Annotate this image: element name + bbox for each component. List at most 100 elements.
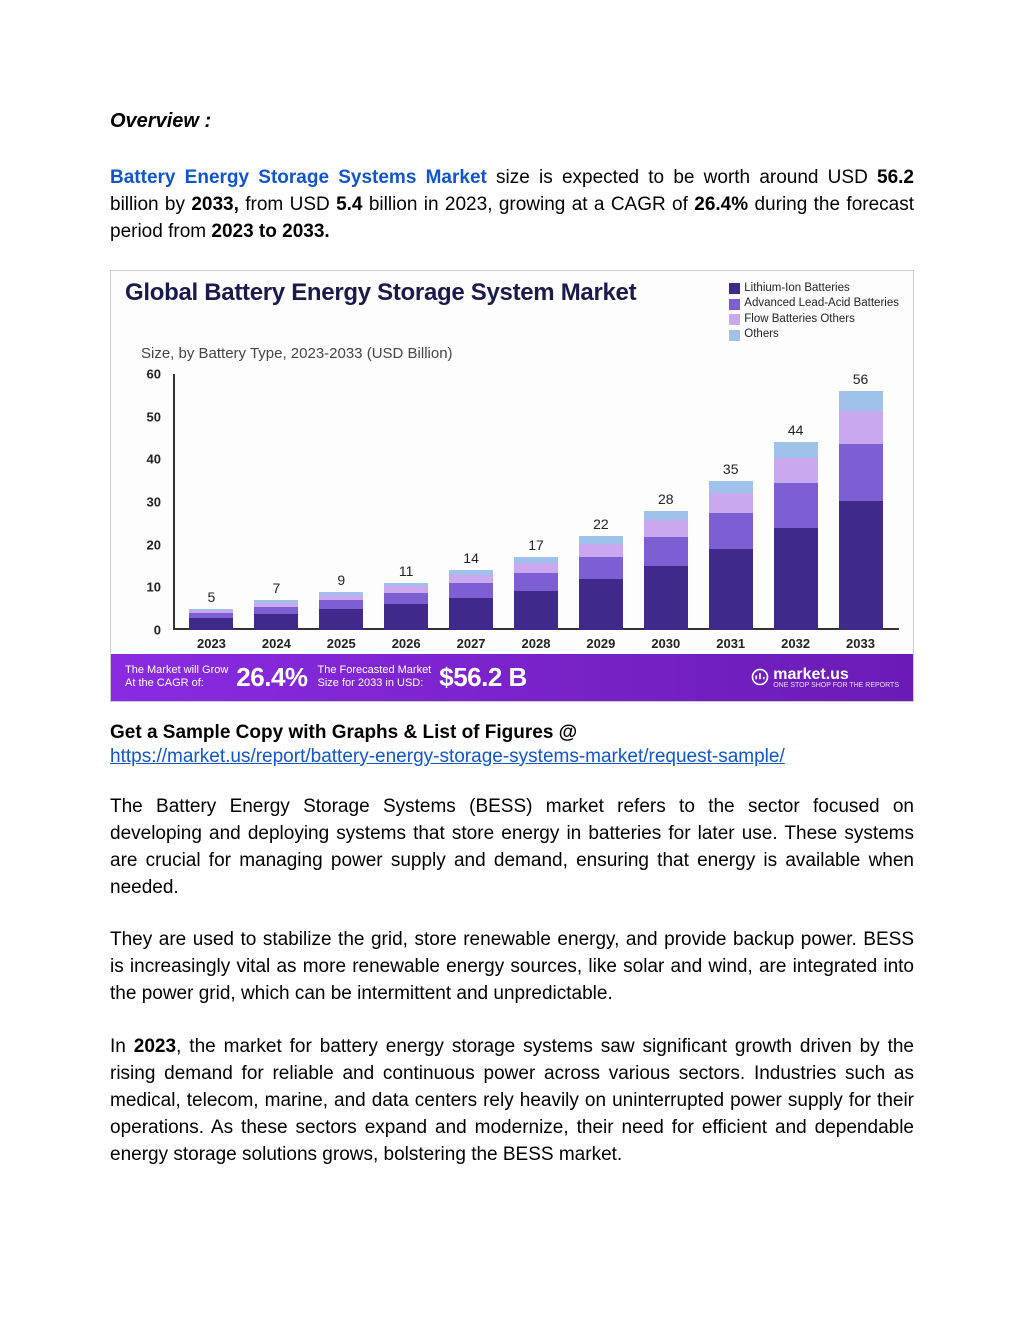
bar-segment bbox=[514, 573, 558, 590]
market-title-link[interactable]: Battery Energy Storage Systems Market bbox=[110, 167, 487, 188]
intro-value: 2033, bbox=[191, 194, 239, 215]
bar-column: 28 bbox=[644, 511, 688, 630]
footer-text: At the CAGR of: bbox=[125, 677, 228, 691]
x-tick-label: 2025 bbox=[319, 630, 363, 654]
bar-total-label: 22 bbox=[579, 516, 623, 532]
bar-stack bbox=[579, 536, 623, 630]
bar-segment bbox=[254, 607, 298, 614]
bar-segment bbox=[644, 566, 688, 630]
bar-stack bbox=[644, 511, 688, 630]
x-tick-label: 2032 bbox=[774, 630, 818, 654]
y-tick-label: 10 bbox=[147, 580, 161, 595]
legend-label: Lithium-Ion Batteries bbox=[744, 281, 849, 297]
footer-size-label: The Forecasted Market Size for 2033 in U… bbox=[318, 664, 432, 692]
x-tick-label: 2027 bbox=[449, 630, 493, 654]
bar-total-label: 44 bbox=[774, 422, 818, 438]
bar-total-label: 35 bbox=[709, 461, 753, 477]
y-axis: 0102030405060 bbox=[125, 374, 167, 630]
bar-segment bbox=[839, 501, 883, 630]
footer-cagr-value: 26.4% bbox=[236, 662, 307, 693]
bar-column: 14 bbox=[449, 570, 493, 630]
y-tick-label: 50 bbox=[147, 409, 161, 424]
bar-total-label: 28 bbox=[644, 491, 688, 507]
bar-total-label: 56 bbox=[839, 371, 883, 387]
x-tick-label: 2033 bbox=[839, 630, 883, 654]
legend-label: Advanced Lead-Acid Batteries bbox=[744, 296, 899, 312]
footer-size: The Forecasted Market Size for 2033 in U… bbox=[318, 662, 527, 693]
bar-stack bbox=[709, 481, 753, 630]
bar-column: 11 bbox=[384, 583, 428, 630]
bar-column: 56 bbox=[839, 391, 883, 630]
legend-item: Advanced Lead-Acid Batteries bbox=[729, 296, 899, 312]
footer-cagr-label: The Market will Grow At the CAGR of: bbox=[125, 664, 228, 692]
intro-value: 5.4 bbox=[336, 194, 362, 215]
intro-value: 2023 to 2033. bbox=[211, 221, 329, 242]
bar-segment bbox=[839, 444, 883, 502]
bar-column: 7 bbox=[254, 600, 298, 630]
bar-segment bbox=[774, 458, 818, 484]
y-tick-label: 20 bbox=[147, 537, 161, 552]
x-tick-label: 2023 bbox=[189, 630, 233, 654]
bar-column: 44 bbox=[774, 442, 818, 630]
legend-swatch bbox=[729, 299, 740, 310]
bar-segment bbox=[644, 511, 688, 521]
bar-segment bbox=[449, 598, 493, 630]
bar-segment bbox=[579, 536, 623, 544]
bar-segment bbox=[644, 520, 688, 536]
sample-url-link[interactable]: https://market.us/report/battery-energy-… bbox=[110, 746, 785, 767]
bar-segment bbox=[709, 493, 753, 513]
intro-value: 26.4% bbox=[694, 194, 748, 215]
body-paragraph-3: In 2023, the market for battery energy s… bbox=[110, 1034, 914, 1169]
brand-sub: ONE STOP SHOP FOR THE REPORTS bbox=[773, 682, 899, 689]
para3-text: In bbox=[110, 1036, 134, 1057]
bar-segment bbox=[449, 583, 493, 598]
intro-text: from USD bbox=[239, 194, 336, 215]
bar-stack bbox=[774, 442, 818, 630]
y-tick-label: 40 bbox=[147, 452, 161, 467]
bar-segment bbox=[384, 604, 428, 630]
intro-text: billion in 2023, growing at a CAGR of bbox=[363, 194, 695, 215]
bar-total-label: 14 bbox=[449, 550, 493, 566]
bar-column: 9 bbox=[319, 592, 363, 630]
legend-label: Others bbox=[744, 327, 779, 343]
bar-column: 35 bbox=[709, 481, 753, 630]
x-tick-label: 2026 bbox=[384, 630, 428, 654]
bar-stack bbox=[254, 600, 298, 630]
y-tick-label: 0 bbox=[154, 622, 161, 637]
sample-label: Get a Sample Copy with Graphs & List of … bbox=[110, 720, 914, 746]
legend-swatch bbox=[729, 314, 740, 325]
bar-stack bbox=[189, 609, 233, 630]
footer-size-value: $56.2 B bbox=[439, 662, 527, 693]
x-tick-label: 2031 bbox=[709, 630, 753, 654]
chart-header: Global Battery Energy Storage System Mar… bbox=[111, 271, 913, 343]
sample-label-text: Get a Sample Copy with Graphs & List of … bbox=[110, 722, 577, 743]
legend-label: Flow Batteries Others bbox=[744, 312, 855, 328]
bar-segment bbox=[709, 549, 753, 630]
intro-paragraph: Battery Energy Storage Systems Market si… bbox=[110, 165, 914, 246]
x-tick-label: 2028 bbox=[514, 630, 558, 654]
bar-segment bbox=[319, 609, 363, 630]
bar-segment bbox=[514, 591, 558, 630]
bar-total-label: 17 bbox=[514, 537, 558, 553]
y-tick-label: 60 bbox=[147, 366, 161, 381]
x-tick-label: 2024 bbox=[254, 630, 298, 654]
x-tick-label: 2030 bbox=[644, 630, 688, 654]
bar-segment bbox=[579, 557, 623, 580]
bars-container: 5791114172228354456 bbox=[173, 374, 899, 630]
bar-segment bbox=[774, 442, 818, 457]
bar-segment bbox=[319, 600, 363, 609]
bar-segment bbox=[579, 579, 623, 630]
bar-segment bbox=[774, 483, 818, 528]
legend-swatch bbox=[729, 283, 740, 294]
bar-column: 22 bbox=[579, 536, 623, 630]
bar-stack bbox=[449, 570, 493, 630]
footer-text: The Market will Grow bbox=[125, 664, 228, 678]
bar-column: 5 bbox=[189, 609, 233, 630]
bar-total-label: 7 bbox=[254, 580, 298, 596]
bar-segment bbox=[254, 614, 298, 630]
chart-legend: Lithium-Ion BatteriesAdvanced Lead-Acid … bbox=[729, 279, 899, 343]
bar-segment bbox=[189, 618, 233, 630]
bar-total-label: 9 bbox=[319, 572, 363, 588]
para3-text: , the market for battery energy storage … bbox=[110, 1036, 914, 1165]
brand-logo: market.us ONE STOP SHOP FOR THE REPORTS bbox=[751, 666, 899, 689]
